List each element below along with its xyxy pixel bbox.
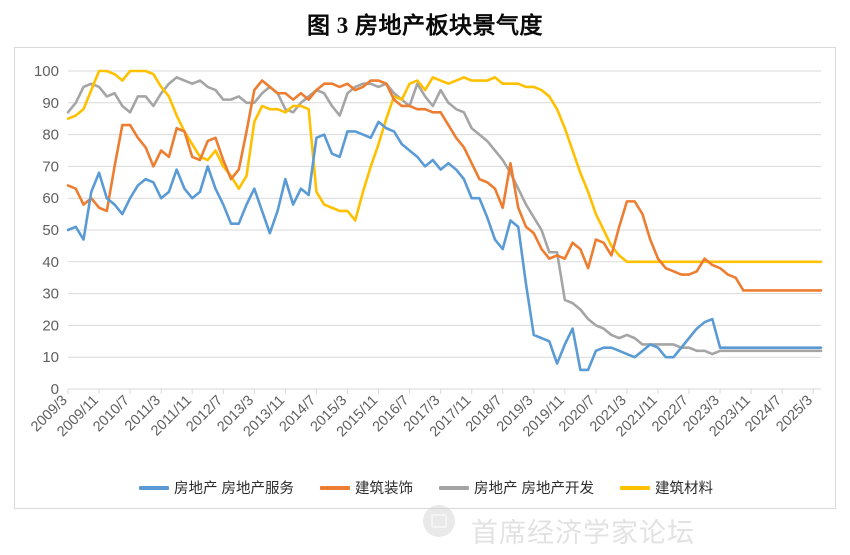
chart-page: 图 3 房地产板块景气度 0 10 20 30 40 50 60 70 80 90 100 2009/…: [14, 13, 837, 548]
legend-item[interactable]: 建筑装饰: [320, 477, 413, 498]
watermark-text: 首席经济学家论坛: [471, 518, 695, 548]
legend-item[interactable]: 房地产 房地产服务: [138, 477, 294, 498]
y-axis-tick-label: 40: [42, 254, 59, 271]
y-axis-tick-label: 30: [42, 286, 59, 303]
series-line: [66, 120, 823, 372]
legend-label: 建筑装饰: [355, 481, 413, 497]
chart-legend: 房地产 房地产服务 建筑装饰 房地产 房地产开发 建筑材料: [15, 477, 837, 498]
line-chart-plot: 01020304050607080901002009/32009/112010/…: [28, 63, 823, 440]
legend-swatch-icon: [620, 485, 651, 490]
legend-item[interactable]: 房地产 房地产开发: [439, 477, 594, 498]
series-line: [66, 79, 823, 292]
legend-swatch-icon: [138, 485, 169, 490]
watermark: 首席经济学家论坛: [423, 503, 850, 555]
series-line: [66, 69, 823, 264]
y-axis-tick-label: 70: [42, 158, 59, 175]
watermark-badge-inner-icon: [431, 514, 447, 528]
y-axis-tick-label: 90: [42, 95, 59, 112]
legend-label: 房地产 房地产开发: [474, 481, 595, 497]
y-axis-tick-label: 100: [34, 63, 59, 80]
legend-item[interactable]: 建筑材料: [620, 477, 713, 498]
legend-label: 房地产 房地产服务: [173, 481, 294, 497]
legend-label: 建筑材料: [655, 481, 714, 497]
legend-swatch-icon: [320, 485, 350, 490]
series-line: [66, 76, 823, 356]
page-title: 图 3 房地产板块景气度: [307, 13, 543, 38]
y-axis-tick-label: 20: [42, 317, 59, 334]
y-axis-tick-label: 10: [42, 349, 59, 366]
y-axis-tick-label: 50: [42, 222, 59, 239]
legend-swatch-icon: [439, 485, 469, 490]
chart-container: 0 10 20 30 40 50 60 70 80 90 100 2009/3 2009/11 2010/…: [14, 47, 837, 548]
y-axis-tick-label: 0: [51, 381, 59, 398]
y-axis-tick-label: 80: [42, 127, 59, 144]
y-axis-tick-label: 60: [42, 190, 59, 207]
